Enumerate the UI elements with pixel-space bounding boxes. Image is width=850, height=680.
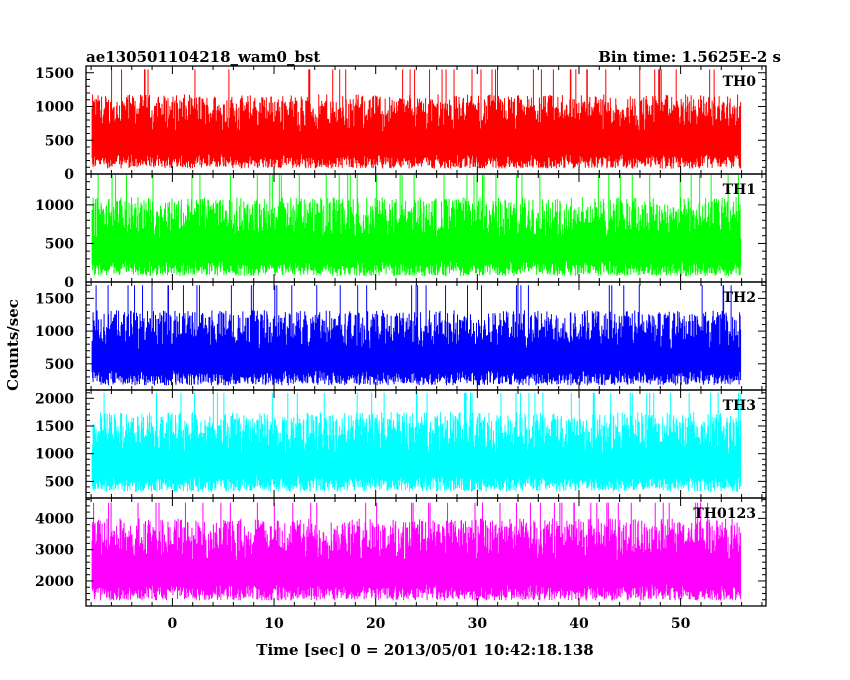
y-tick-label: 500 [45, 133, 74, 149]
x-tick-label: 20 [366, 616, 386, 632]
panel-label: TH0 [723, 74, 757, 90]
y-tick-label: 1000 [35, 324, 74, 340]
series-th0123 [91, 502, 742, 601]
panel-frame [85, 497, 767, 607]
y-tick-label: 0 [64, 275, 74, 291]
panel-label: TH3 [723, 398, 756, 414]
y-tick-label: 0 [64, 167, 74, 183]
x-tick-label: 50 [671, 616, 691, 632]
panel-label: TH1 [723, 182, 756, 198]
chart-title-left: ae130501104218_wam0_bst [86, 48, 320, 66]
series-th1 [91, 175, 742, 277]
y-tick-label: 500 [45, 357, 74, 373]
x-tick-label: 40 [569, 616, 589, 632]
y-tick-label: 3000 [35, 543, 74, 559]
panel-th0123: TH0123 2000 3000 4000 [35, 497, 767, 607]
y-tick-label: 500 [45, 236, 74, 252]
y-tick-label: 1500 [35, 66, 74, 82]
series-th0 [91, 69, 742, 169]
panel-th3: TH3 500 1000 1500 2000 [35, 389, 767, 499]
y-tick-label: 1500 [35, 419, 74, 435]
panels-group: TH0 0 500 1000 1500 TH1 0 500 1000 TH2 500 1000 1500… [35, 65, 767, 607]
panel-label: TH2 [723, 290, 756, 306]
panel-th2: TH2 500 1000 1500 [35, 281, 767, 391]
chart-title-right: Bin time: 1.5625E-2 s [598, 48, 781, 66]
y-tick-label: 500 [45, 474, 74, 490]
y-tick-label: 1000 [35, 198, 74, 214]
panel-th0: TH0 0 500 1000 1500 [35, 65, 767, 183]
y-tick-label: 1500 [35, 291, 74, 307]
y-tick-label: 1000 [35, 100, 74, 116]
x-axis: 0 10 20 30 40 50 [168, 616, 691, 632]
panel-label: TH0123 [693, 506, 756, 522]
x-tick-label: 0 [168, 616, 178, 632]
panel-th1: TH1 0 500 1000 [35, 173, 767, 291]
series-th3 [91, 392, 742, 492]
y-tick-label: 2000 [35, 391, 74, 407]
y-axis-label: Counts/sec [4, 299, 22, 391]
series-th2 [91, 285, 742, 386]
y-tick-label: 2000 [35, 574, 74, 590]
y-tick-label: 4000 [35, 511, 74, 527]
x-tick-label: 10 [264, 616, 284, 632]
x-axis-label: Time [sec] 0 = 2013/05/01 10:42:18.138 [256, 641, 593, 659]
y-tick-label: 1000 [35, 447, 74, 463]
x-tick-label: 30 [468, 616, 488, 632]
